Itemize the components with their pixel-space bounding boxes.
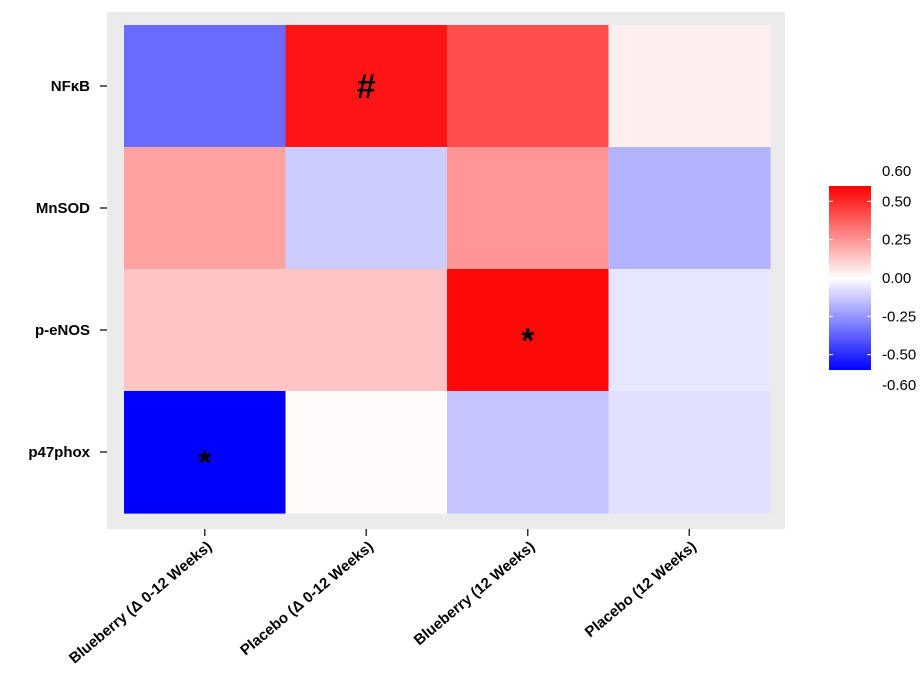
heatmap-cell xyxy=(608,147,771,270)
significance-marks: # * * xyxy=(198,68,535,482)
x-tick-label: Placebo (12 Weeks) xyxy=(582,538,700,641)
x-tick-label: Blueberry (Δ 0-12 Weeks) xyxy=(66,538,215,667)
heatmap-cell xyxy=(447,25,610,148)
legend-colorbar xyxy=(829,186,871,370)
significance-mark: * xyxy=(521,322,535,360)
heatmap-cells xyxy=(124,25,771,514)
x-tick-label: Placebo (Δ 0-12 Weeks) xyxy=(237,538,377,659)
y-tick-label: p47phox xyxy=(28,444,90,461)
legend-tick-label: 0.60 xyxy=(882,163,911,180)
heatmap-cell xyxy=(124,147,287,270)
heatmap-cell xyxy=(285,147,448,270)
significance-mark: # xyxy=(357,68,376,106)
y-axis: NFκB MnSOD p-eNOS p47phox xyxy=(28,78,107,461)
y-tick-label: MnSOD xyxy=(36,200,90,217)
heatmap-cell xyxy=(447,391,610,514)
y-tick-label: NFκB xyxy=(51,78,90,95)
x-axis: Blueberry (Δ 0-12 Weeks) Placebo (Δ 0-12 … xyxy=(66,529,700,667)
legend-tick-label: -0.60 xyxy=(882,377,916,394)
legend-tick-label: 0.00 xyxy=(882,270,911,287)
heatmap-cell xyxy=(608,391,771,514)
x-tick-label: Blueberry (12 Weeks) xyxy=(411,538,539,649)
legend-tick-label: 0.25 xyxy=(882,232,911,249)
color-legend: 0.60 0.50 0.25 0.00 -0.25 -0.50 -0.60 xyxy=(829,163,916,394)
heatmap-cell xyxy=(285,269,448,392)
heatmap-cell xyxy=(124,391,287,514)
heatmap-cell xyxy=(447,147,610,270)
legend-tick-label: 0.50 xyxy=(882,193,911,210)
significance-mark: * xyxy=(198,444,212,482)
legend-tick-label: -0.25 xyxy=(882,308,916,325)
heatmap-cell xyxy=(608,25,771,148)
heatmap-cell xyxy=(608,269,771,392)
heatmap-cell xyxy=(447,269,610,392)
heatmap-cell xyxy=(124,269,287,392)
heatmap-cell xyxy=(285,25,448,148)
y-tick-label: p-eNOS xyxy=(35,322,90,339)
legend-tick-label: -0.50 xyxy=(882,347,916,364)
heatmap-cell xyxy=(285,391,448,514)
heatmap-cell xyxy=(124,25,287,148)
